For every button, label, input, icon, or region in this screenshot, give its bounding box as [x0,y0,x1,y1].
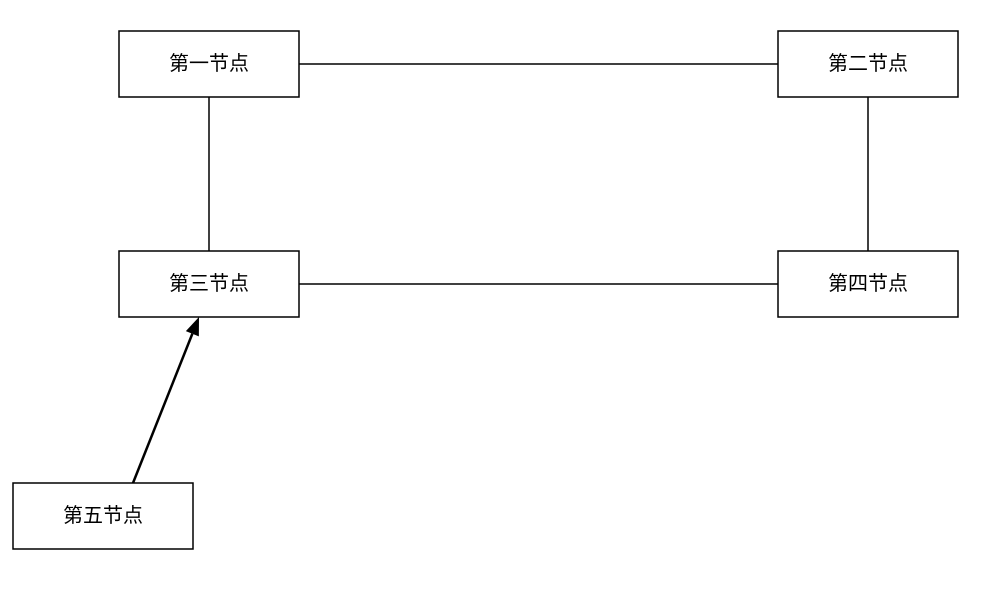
node-n2: 第二节点 [778,31,958,97]
node-n5: 第五节点 [13,483,193,549]
node-label-n1: 第一节点 [169,52,249,75]
node-n4: 第四节点 [778,251,958,317]
diagram-canvas: 第一节点 第二节点第三节点 第四节点第五节点 [0,0,1000,593]
nodes-layer: 第一节点 第二节点第三节点 第四节点第五节点 [13,31,958,549]
arrowhead-n5-n3 [186,317,199,336]
node-label-n3: 第三节点 [169,272,249,295]
edge-n5-n3 [133,334,192,483]
node-n1: 第一节点 [119,31,299,97]
node-label-n5: 第五节点 [63,504,143,527]
node-n3: 第三节点 [119,251,299,317]
node-label-n4: 第四节点 [828,272,908,295]
node-label-n2: 第二节点 [828,52,908,75]
